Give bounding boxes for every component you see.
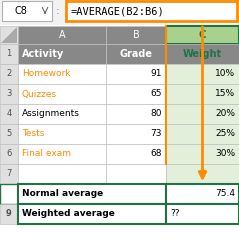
Text: Activity: Activity xyxy=(22,49,64,59)
Text: 1: 1 xyxy=(6,50,12,59)
Bar xyxy=(18,104,106,124)
Bar xyxy=(106,26,166,44)
Bar xyxy=(166,44,239,64)
Bar xyxy=(18,164,106,184)
Bar xyxy=(0,84,18,104)
Text: ??: ?? xyxy=(170,210,179,219)
Text: Tests: Tests xyxy=(22,129,44,138)
Text: 15%: 15% xyxy=(215,90,235,98)
Bar xyxy=(166,184,239,204)
Text: Final exam: Final exam xyxy=(22,150,71,159)
Text: 75.4: 75.4 xyxy=(215,189,235,198)
Bar xyxy=(106,104,166,124)
Bar xyxy=(166,26,239,44)
Text: 65: 65 xyxy=(151,90,162,98)
Text: 7: 7 xyxy=(6,169,12,179)
Text: Quizzes: Quizzes xyxy=(22,90,57,98)
Text: 10%: 10% xyxy=(215,69,235,78)
Bar xyxy=(18,144,106,164)
Text: Weighted average: Weighted average xyxy=(22,210,115,219)
Bar xyxy=(166,104,239,124)
Text: 5: 5 xyxy=(6,129,12,138)
Bar xyxy=(18,44,106,64)
Bar xyxy=(0,64,18,84)
Text: Grade: Grade xyxy=(120,49,152,59)
Bar xyxy=(0,144,18,164)
Bar xyxy=(0,204,18,224)
Text: B: B xyxy=(133,30,139,40)
Bar xyxy=(166,84,239,104)
Bar xyxy=(106,84,166,104)
Bar xyxy=(2,1,52,21)
Text: 68: 68 xyxy=(151,150,162,159)
Bar xyxy=(18,204,166,224)
Bar xyxy=(18,26,106,44)
Text: =AVERAGE(B2:B6): =AVERAGE(B2:B6) xyxy=(71,6,165,16)
Text: C: C xyxy=(199,30,206,40)
Text: A: A xyxy=(59,30,65,40)
Text: Assignments: Assignments xyxy=(22,109,80,119)
Bar xyxy=(0,44,18,64)
Text: 4: 4 xyxy=(6,109,12,119)
Text: Normal average: Normal average xyxy=(22,189,103,198)
Bar xyxy=(0,26,18,44)
Bar xyxy=(0,184,18,204)
Bar xyxy=(106,124,166,144)
Text: 20%: 20% xyxy=(215,109,235,119)
Bar xyxy=(0,124,18,144)
Text: 9: 9 xyxy=(6,210,12,219)
Text: 80: 80 xyxy=(151,109,162,119)
Bar xyxy=(166,164,239,184)
Text: Homework: Homework xyxy=(22,69,71,78)
Bar xyxy=(18,64,106,84)
Text: 2: 2 xyxy=(6,69,12,78)
Text: C8: C8 xyxy=(15,6,27,16)
Text: 6: 6 xyxy=(6,150,12,159)
Bar xyxy=(106,44,166,64)
Text: 3: 3 xyxy=(6,90,12,98)
Bar xyxy=(166,124,239,144)
Bar xyxy=(106,64,166,84)
Bar xyxy=(106,164,166,184)
Text: :: : xyxy=(56,6,60,16)
Text: 8: 8 xyxy=(6,189,12,198)
Bar xyxy=(0,0,239,25)
Bar xyxy=(166,144,239,164)
Polygon shape xyxy=(1,27,17,43)
Text: 73: 73 xyxy=(151,129,162,138)
Bar xyxy=(106,144,166,164)
Text: Weight: Weight xyxy=(183,49,222,59)
Bar xyxy=(18,184,166,204)
Text: 91: 91 xyxy=(151,69,162,78)
Bar xyxy=(18,124,106,144)
Text: 25%: 25% xyxy=(215,129,235,138)
Text: 30%: 30% xyxy=(215,150,235,159)
Bar xyxy=(166,64,239,84)
Bar xyxy=(66,1,237,21)
Bar xyxy=(0,164,18,184)
Bar xyxy=(0,104,18,124)
Bar xyxy=(166,204,239,224)
Bar xyxy=(18,84,106,104)
